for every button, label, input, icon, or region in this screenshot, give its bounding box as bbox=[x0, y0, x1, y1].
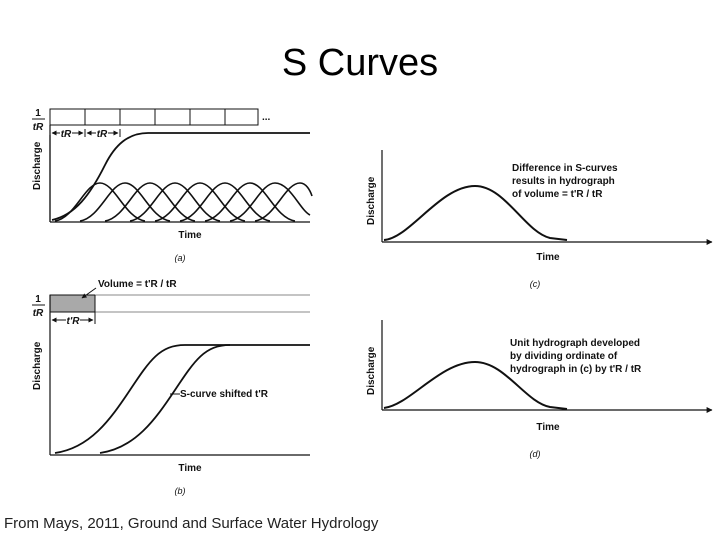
panel-c-xlabel: Time bbox=[536, 252, 560, 263]
panel-b-shift-label: S-curve shifted t'R bbox=[180, 389, 269, 400]
panel-d-ylabel: Discharge bbox=[366, 346, 377, 395]
panel-c-ylabel: Discharge bbox=[366, 176, 377, 225]
panel-b-ylabel: Discharge bbox=[32, 341, 43, 390]
panel-b-caption: (b) bbox=[175, 486, 186, 496]
panel-c-hydrograph bbox=[383, 184, 568, 241]
panel-b: 1 tR Volume = t'R / tR t'R Discharge S-c… bbox=[32, 279, 310, 496]
panel-a-caption: (a) bbox=[175, 253, 186, 263]
slide-title: S Curves bbox=[281, 42, 439, 84]
panel-c-caption: (c) bbox=[530, 279, 541, 289]
panel-b-interval: t'R bbox=[67, 316, 81, 327]
panel-a-rate-fraction: 1 tR bbox=[32, 108, 45, 133]
panel-b-volume-block bbox=[49, 294, 96, 313]
panel-a-interval-1: tR bbox=[61, 129, 72, 140]
panel-b-shifted-s-curve bbox=[99, 344, 231, 454]
panel-b-xlabel: Time bbox=[178, 463, 202, 474]
panel-d-xlabel: Time bbox=[536, 422, 560, 433]
panel-a-ylabel: Discharge bbox=[32, 141, 43, 190]
panel-c-annotation-line-3: of volume = t'R / tR bbox=[512, 189, 603, 200]
panel-a-xlabel: Time bbox=[178, 230, 202, 241]
panel-a-rate-numerator: 1 bbox=[35, 108, 41, 119]
panel-d-annotation-line-1: Unit hydrograph developed bbox=[510, 338, 640, 349]
panel-c-annotation-line-1: Difference in S-curves bbox=[512, 163, 618, 174]
panel-d-unit-hydrograph bbox=[383, 360, 568, 410]
panel-c: Discharge Difference in S-curves results… bbox=[366, 150, 713, 289]
panel-a-ellipsis: ... bbox=[262, 112, 271, 123]
panel-d-caption: (d) bbox=[530, 449, 541, 459]
source-credit: From Mays, 2011, Ground and Surface Wate… bbox=[4, 515, 379, 532]
panel-a-rate-denominator: tR bbox=[33, 122, 44, 133]
panel-a-interval-2: tR bbox=[97, 129, 108, 140]
panel-b-volume-label: Volume = t'R / tR bbox=[98, 279, 177, 290]
panel-d-annotation-line-2: by dividing ordinate of bbox=[510, 351, 618, 362]
panel-a: 1 tR ... tR tR Discharge bbox=[32, 108, 313, 263]
panel-b-rate-fraction: 1 tR bbox=[32, 294, 45, 319]
panel-b-rate-denominator: tR bbox=[33, 308, 44, 319]
panel-a-rainfall-pulses bbox=[49, 108, 259, 126]
panel-b-s-curve bbox=[54, 344, 310, 454]
panel-d: Discharge Unit hydrograph developed by d… bbox=[366, 320, 713, 459]
panel-d-annotation-line-3: hydrograph in (c) by t'R / tR bbox=[510, 364, 642, 375]
panel-b-rate-numerator: 1 bbox=[35, 294, 41, 305]
panel-c-annotation-line-2: results in hydrograph bbox=[512, 176, 615, 187]
panel-a-s-curve bbox=[51, 132, 310, 221]
panel-a-unit-hydrographs bbox=[54, 182, 313, 222]
